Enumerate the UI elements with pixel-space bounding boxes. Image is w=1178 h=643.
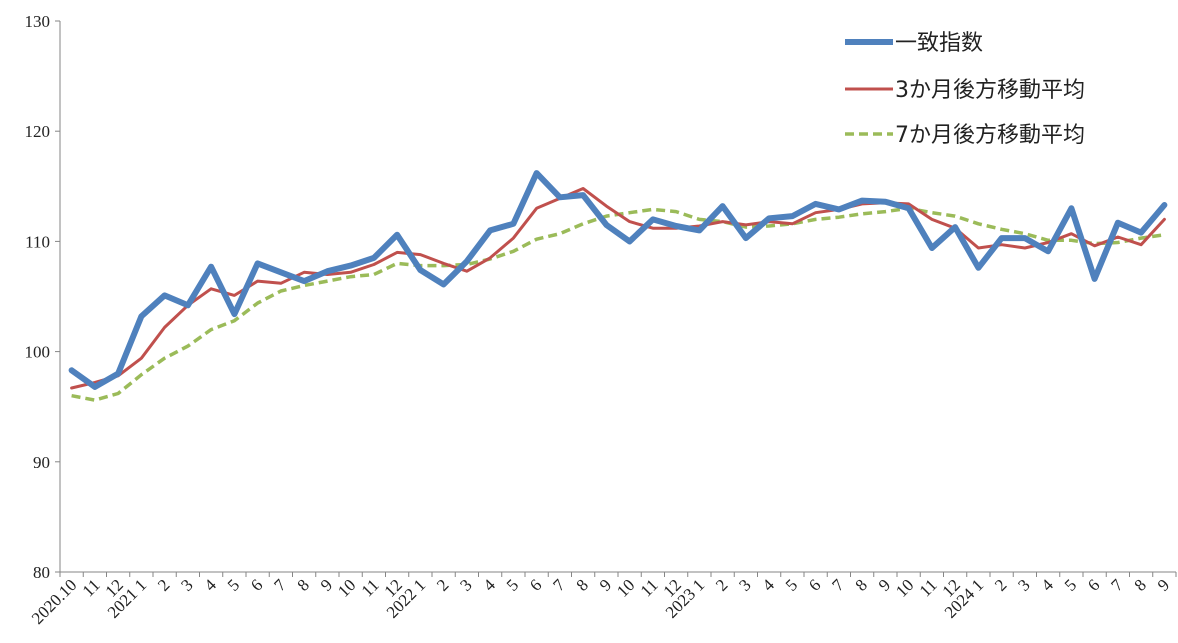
x-tick-label: 7 [549,575,569,595]
y-tick-label: 100 [25,343,51,362]
x-tick-label: 10 [892,575,917,600]
y-tick-label: 90 [33,453,50,472]
x-tick-label: 3 [1014,575,1033,594]
x-tick-label: 11 [79,575,104,600]
x-tick-label: 9 [1154,575,1173,594]
x-tick-label: 6 [247,575,266,594]
x-tick-label: 8 [573,575,592,594]
x-tick-label: 5 [782,575,801,594]
x-tick-label: 11 [637,575,662,600]
y-tick-label: 120 [25,122,51,141]
x-tick-label: 2 [712,575,731,594]
series-line-1 [68,170,1168,390]
x-tick-label: 11 [916,575,941,600]
x-tick-label: 7 [270,575,290,595]
x-tick-label: 6 [1084,575,1103,594]
x-tick-label: 6 [805,575,824,594]
x-tick-label: 8 [852,575,871,594]
y-tick-label: 110 [25,232,50,251]
x-tick-label: 7 [1107,575,1127,595]
legend: 一致指数 3か月後方移動平均 7か月後方移動平均 [845,31,1085,148]
x-tick-label: 8 [294,575,313,594]
x-tick-label: 3 [735,575,754,594]
series-line-2 [70,187,1166,390]
x-tick-label: 6 [526,575,545,594]
x-tick-label: 9 [596,575,615,594]
x-tick-label: 11 [358,575,383,600]
x-tick-label: 2 [991,575,1010,594]
legend-label-2: 3か月後方移動平均 [895,78,1085,103]
x-tick-label: 5 [503,575,522,594]
x-tick-label: 4 [759,575,779,595]
y-tick-label: 130 [25,12,51,31]
legend-label-1: 一致指数 [895,31,983,56]
x-tick-label: 10 [613,575,638,600]
x-tick-label: 2 [433,575,452,594]
x-tick-label: 5 [1061,575,1080,594]
x-tick-label: 9 [317,575,336,594]
x-tick-label: 4 [1038,575,1058,595]
x-tick-label: 10 [334,575,359,600]
x-tick-label: 4 [201,575,221,595]
x-tick-label: 2020.10 [28,575,81,628]
y-axis-ticks: 80 90 100 110 120 130 [25,12,60,582]
x-tick-label: 3 [177,575,196,594]
x-tick-label: 5 [224,575,243,594]
x-tick-label: 7 [828,575,848,595]
x-tick-label: 8 [1131,575,1150,594]
x-tick-label: 4 [480,575,500,595]
y-tick-label: 80 [33,563,50,582]
x-tick-label: 9 [875,575,894,594]
x-tick-label: 3 [456,575,475,594]
legend-label-3: 7か月後方移動平均 [895,123,1085,148]
series-layer [68,170,1168,402]
x-tick-label: 2 [154,575,173,594]
